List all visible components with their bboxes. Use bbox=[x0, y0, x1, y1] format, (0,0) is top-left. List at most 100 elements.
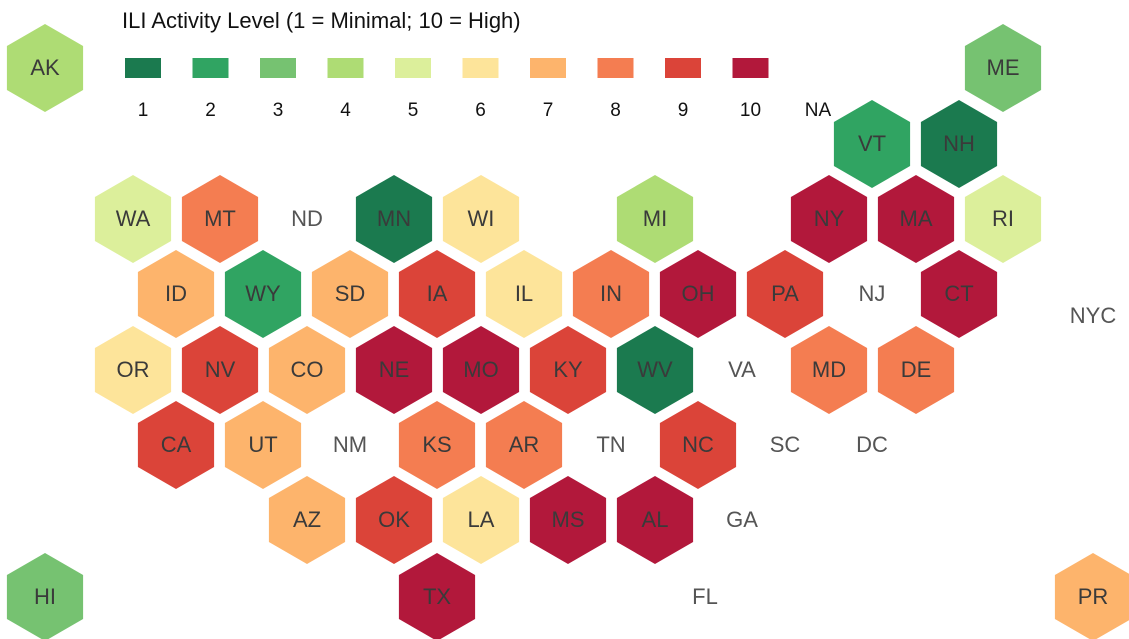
state-hex bbox=[311, 250, 389, 338]
legend-swatch bbox=[192, 58, 229, 78]
state-hex bbox=[442, 476, 520, 564]
state-label: NE bbox=[379, 357, 410, 382]
state-label: OH bbox=[682, 281, 715, 306]
state-hex bbox=[964, 24, 1042, 112]
state-hex bbox=[355, 326, 433, 414]
state-hex bbox=[572, 250, 650, 338]
state-hex bbox=[616, 476, 694, 564]
state-hex bbox=[268, 476, 346, 564]
state-label: AK bbox=[30, 55, 60, 80]
state-label: WY bbox=[245, 281, 281, 306]
state-hex bbox=[224, 250, 302, 338]
legend-title: ILI Activity Level (1 = Minimal; 10 = Hi… bbox=[122, 8, 521, 33]
state-hex bbox=[137, 401, 215, 489]
legend-label: 4 bbox=[340, 100, 351, 121]
legend-label: 5 bbox=[408, 100, 419, 121]
state-hex bbox=[137, 250, 215, 338]
state-label: WI bbox=[468, 206, 495, 231]
state-label: NV bbox=[205, 357, 236, 382]
legend-label: 10 bbox=[740, 100, 761, 121]
state-label: CT bbox=[944, 281, 973, 306]
legend-swatch bbox=[665, 58, 701, 78]
state-hex bbox=[529, 326, 607, 414]
legend-label: 2 bbox=[205, 100, 216, 121]
state-label: NY bbox=[814, 206, 845, 231]
state-label: AZ bbox=[293, 507, 321, 532]
state-label: DE bbox=[901, 357, 932, 382]
state-hex bbox=[964, 175, 1042, 263]
state-hex bbox=[94, 175, 172, 263]
state-hex bbox=[442, 175, 520, 263]
state-label: WV bbox=[637, 357, 673, 382]
state-label: MN bbox=[377, 206, 411, 231]
state-label: IA bbox=[427, 281, 448, 306]
state-label: GA bbox=[726, 507, 758, 532]
state-label: NH bbox=[943, 131, 975, 156]
state-label: MT bbox=[204, 206, 236, 231]
state-hex bbox=[355, 175, 433, 263]
state-hex bbox=[268, 326, 346, 414]
legend-swatch bbox=[597, 58, 634, 78]
state-label: SC bbox=[770, 432, 801, 457]
state-label: KS bbox=[422, 432, 451, 457]
state-label: AR bbox=[509, 432, 540, 457]
state-hex bbox=[833, 100, 911, 188]
state-label: MD bbox=[812, 357, 846, 382]
legend-label: 7 bbox=[543, 100, 554, 121]
state-hex bbox=[920, 100, 998, 188]
state-label: ID bbox=[165, 281, 187, 306]
legend-label: 6 bbox=[475, 100, 486, 121]
state-hex bbox=[485, 250, 563, 338]
legend-na-label: NA bbox=[805, 100, 832, 121]
state-hex bbox=[877, 175, 955, 263]
state-hex bbox=[529, 476, 607, 564]
state-label: SD bbox=[335, 281, 366, 306]
state-label: RI bbox=[992, 206, 1014, 231]
legend-label: 9 bbox=[678, 100, 689, 121]
state-label: IN bbox=[600, 281, 622, 306]
state-label: KY bbox=[553, 357, 583, 382]
state-hex bbox=[6, 24, 84, 112]
state-label: DC bbox=[856, 432, 888, 457]
state-label: CA bbox=[161, 432, 192, 457]
state-hex bbox=[659, 401, 737, 489]
state-label: MA bbox=[900, 206, 933, 231]
state-label: PR bbox=[1078, 584, 1109, 609]
state-hex bbox=[224, 401, 302, 489]
state-hex bbox=[616, 326, 694, 414]
state-hex bbox=[920, 250, 998, 338]
state-hex bbox=[181, 175, 259, 263]
state-hex bbox=[746, 250, 824, 338]
state-label: FL bbox=[692, 584, 718, 609]
state-hex bbox=[181, 326, 259, 414]
state-hex bbox=[398, 401, 476, 489]
state-label: MS bbox=[552, 507, 585, 532]
state-label: ME bbox=[987, 55, 1020, 80]
state-hex bbox=[659, 250, 737, 338]
state-hex bbox=[790, 326, 868, 414]
legend-swatch bbox=[530, 58, 566, 78]
state-label: NM bbox=[333, 432, 367, 457]
state-label: MI bbox=[643, 206, 667, 231]
state-label: NYC bbox=[1070, 303, 1117, 328]
legend-label: 8 bbox=[610, 100, 621, 121]
state-label: IL bbox=[515, 281, 533, 306]
state-label: UT bbox=[248, 432, 277, 457]
state-label: WA bbox=[116, 206, 151, 231]
state-hex bbox=[442, 326, 520, 414]
state-label: VA bbox=[728, 357, 756, 382]
state-hex bbox=[485, 401, 563, 489]
legend-swatch bbox=[125, 58, 161, 78]
state-label: NJ bbox=[859, 281, 886, 306]
state-hex bbox=[6, 553, 84, 639]
state-label: TN bbox=[596, 432, 625, 457]
state-label: MO bbox=[463, 357, 498, 382]
state-label: OR bbox=[117, 357, 150, 382]
state-label: PA bbox=[771, 281, 799, 306]
state-label: LA bbox=[468, 507, 495, 532]
state-hex bbox=[398, 250, 476, 338]
legend-label: 1 bbox=[138, 100, 149, 121]
state-hex bbox=[398, 553, 476, 639]
